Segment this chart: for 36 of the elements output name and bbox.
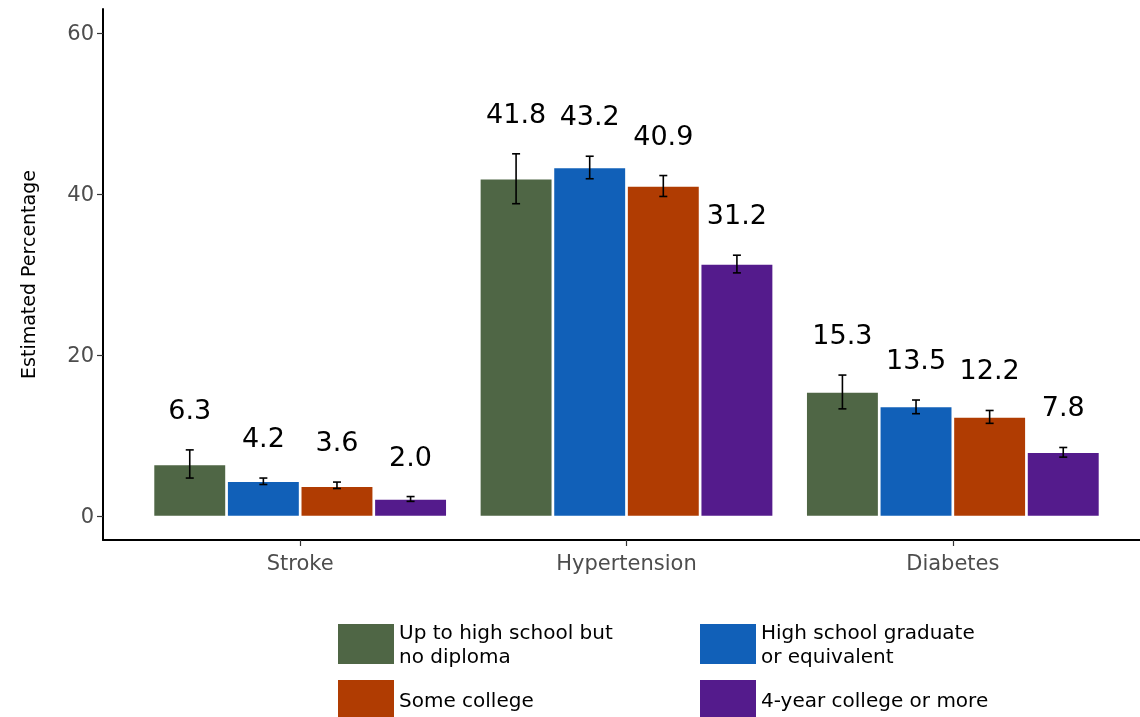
data-label: 31.2 xyxy=(706,199,767,231)
bar xyxy=(154,465,226,516)
data-label: 41.8 xyxy=(486,97,547,129)
bar xyxy=(480,179,552,516)
data-label: 4.2 xyxy=(241,422,285,454)
bar xyxy=(806,392,878,516)
data-label: 7.8 xyxy=(1041,391,1085,423)
data-label: 2.0 xyxy=(389,440,433,472)
data-label: 15.3 xyxy=(812,319,873,351)
bar xyxy=(375,499,447,516)
legend-label: Some college xyxy=(399,688,534,712)
legend-label: Up to high school but no diploma xyxy=(399,620,613,668)
bar xyxy=(954,417,1026,516)
data-label: 13.5 xyxy=(885,344,947,376)
y-tick-label: 60 xyxy=(67,21,94,46)
x-tick-label: Diabetes xyxy=(906,550,1000,575)
x-tick-label: Stroke xyxy=(266,550,334,575)
y-axis-title: Estimated Percentage xyxy=(16,170,39,379)
x-tick-label: Hypertension xyxy=(556,550,697,575)
data-label: 40.9 xyxy=(633,119,694,151)
legend-label: High school graduate or equivalent xyxy=(761,620,975,668)
y-tick-label: 20 xyxy=(67,342,94,367)
y-tick-label: 40 xyxy=(67,182,94,207)
data-label: 43.2 xyxy=(559,100,620,132)
bar xyxy=(627,186,699,516)
bar xyxy=(554,168,626,516)
bar xyxy=(301,486,373,516)
data-label: 3.6 xyxy=(315,426,359,458)
data-label: 6.3 xyxy=(168,393,212,425)
data-label: 12.2 xyxy=(959,354,1020,386)
bar xyxy=(880,407,952,516)
bar xyxy=(227,482,299,516)
bar xyxy=(1027,453,1099,516)
y-tick-label: 0 xyxy=(80,503,94,528)
bar xyxy=(701,264,773,516)
legend-label: 4-year college or more xyxy=(761,688,989,712)
